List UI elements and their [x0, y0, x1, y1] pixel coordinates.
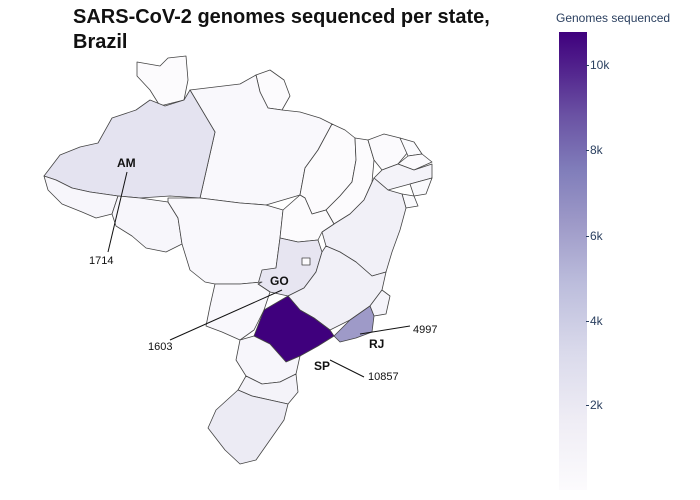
colorbar-tick-2k: 2k	[586, 398, 603, 412]
colorbar	[559, 32, 587, 490]
value-rj: 4997	[413, 324, 437, 336]
rj-leader-line	[359, 325, 411, 335]
sp-leader-line	[329, 359, 365, 378]
value-sp: 10857	[368, 371, 399, 383]
state-es[interactable]	[369, 289, 391, 317]
colorbar-title: Genomes sequenced	[556, 11, 671, 25]
state-am[interactable]	[43, 89, 216, 199]
state-rr[interactable]	[136, 55, 189, 107]
colorbar-tick-4k: 4k	[586, 314, 603, 328]
state-ce[interactable]	[367, 133, 409, 171]
state-ba[interactable]	[321, 177, 407, 277]
colorbar-tick-10k: 10k	[585, 58, 610, 72]
colorbar-tick-8k: 8k	[586, 143, 603, 157]
label-sp: SP	[314, 359, 330, 373]
brazil-map: AM 1714 GO 1603 SP 10857 RJ 4997	[43, 55, 437, 465]
state-al[interactable]	[409, 177, 433, 197]
state-rs[interactable]	[207, 389, 289, 465]
colorbar-tick-6k: 6k	[586, 229, 603, 243]
state-ms[interactable]	[205, 281, 271, 341]
value-am: 1714	[89, 255, 113, 267]
state-to[interactable]	[279, 194, 335, 243]
go-leader-line	[169, 289, 283, 341]
state-df[interactable]	[301, 257, 311, 266]
am-leader-line	[107, 171, 128, 253]
state-pe[interactable]	[373, 163, 433, 191]
label-am: AM	[117, 156, 136, 170]
label-rj: RJ	[369, 337, 384, 351]
page-title: SARS-CoV-2 genomes sequenced per state, …	[73, 6, 490, 53]
label-go: GO	[270, 274, 289, 288]
value-go: 1603	[148, 341, 172, 353]
